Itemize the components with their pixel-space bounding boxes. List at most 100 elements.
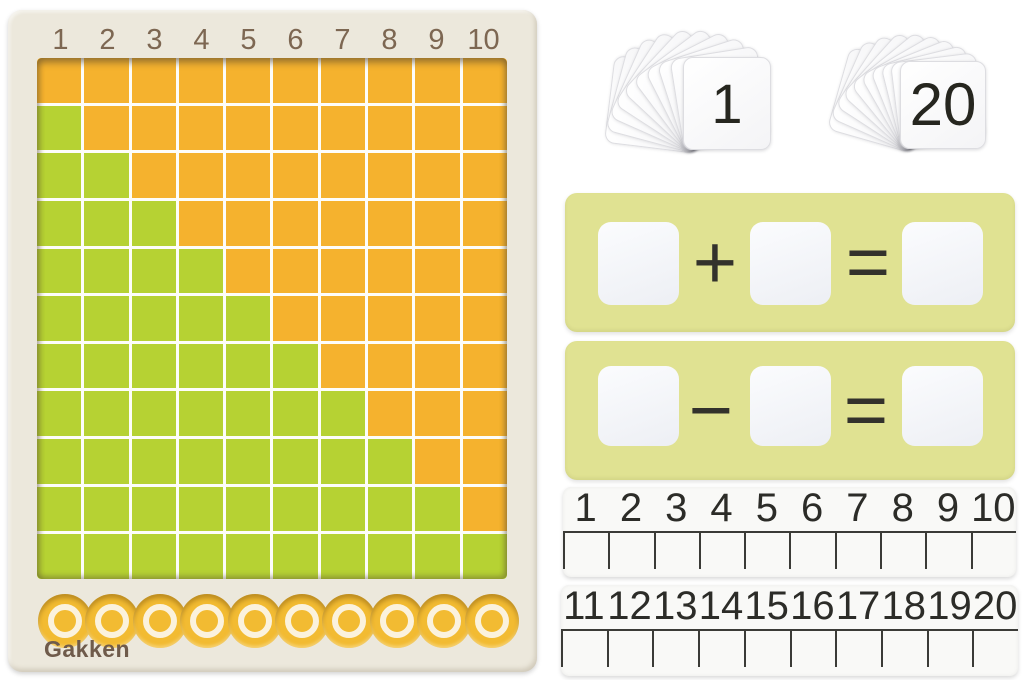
- orange-tile: [320, 200, 366, 246]
- green-tile: [226, 391, 271, 437]
- orange-tile: [462, 200, 507, 246]
- orange-tile: [368, 343, 413, 389]
- orange-tile: [84, 58, 129, 103]
- orange-tile: [226, 153, 271, 198]
- green-tile: [178, 391, 224, 437]
- tally-cell: [701, 533, 747, 569]
- number-card-fan-1: 1: [603, 26, 771, 155]
- orange-tile: [320, 296, 366, 341]
- strip-number: 9: [936, 487, 960, 530]
- green-tile: [273, 534, 318, 579]
- number-card-front: 20: [900, 61, 986, 149]
- bead-ring: [427, 604, 462, 638]
- strip-number: 2: [619, 487, 643, 530]
- green-tile: [273, 391, 318, 437]
- green-tile: [320, 486, 366, 532]
- green-tile: [178, 248, 224, 294]
- strip-number: 3: [665, 487, 688, 530]
- orange-tile: [368, 248, 413, 294]
- green-tile: [37, 153, 82, 198]
- green-tile: [273, 486, 318, 532]
- strip-number: 8: [891, 487, 914, 530]
- bead-ring: [474, 604, 509, 638]
- tally-cell-row: [563, 531, 1016, 571]
- orange-tile: [226, 200, 271, 246]
- green-tile: [84, 439, 129, 484]
- addition-equation-strip: + =: [565, 193, 1015, 332]
- strip-number: 10: [971, 487, 1016, 530]
- tally-cell: [654, 631, 701, 667]
- orange-tile: [273, 105, 318, 151]
- bead-ring: [48, 604, 82, 638]
- green-tile: [226, 343, 271, 389]
- green-tile: [84, 486, 129, 532]
- orange-tile: [368, 105, 413, 151]
- orange-tile: [415, 153, 460, 198]
- bead-ring: [285, 604, 319, 638]
- bead-circle: [417, 594, 472, 648]
- green-tile: [37, 105, 82, 151]
- green-tile: [368, 534, 413, 579]
- tally-cell: [927, 533, 973, 569]
- orange-tile: [320, 153, 366, 198]
- number-card-fan-20: 20: [826, 30, 987, 154]
- orange-tile: [415, 343, 460, 389]
- strip-number: 4: [710, 487, 733, 530]
- strip-number: 20: [972, 585, 1018, 628]
- orange-tile: [273, 248, 318, 294]
- bead-ring: [190, 604, 225, 638]
- board-column-number: 6: [287, 24, 304, 56]
- tally-cell: [974, 631, 1018, 667]
- orange-tile: [415, 391, 460, 437]
- strip-number: 17: [835, 585, 881, 628]
- green-tile: [368, 486, 413, 532]
- orange-tile: [320, 343, 366, 389]
- strip-number: 5: [755, 487, 778, 530]
- orange-tile: [178, 105, 224, 151]
- orange-tile: [131, 58, 176, 103]
- bead-circle: [322, 594, 377, 648]
- tally-cell: [883, 631, 929, 667]
- strip-number: 11: [563, 585, 605, 628]
- board-column-number: 9: [428, 24, 445, 56]
- green-tile: [84, 534, 129, 579]
- bead-circle: [132, 594, 187, 648]
- orange-tile: [226, 105, 271, 151]
- orange-tile: [462, 58, 507, 103]
- orange-tile: [131, 153, 176, 198]
- green-tile: [415, 534, 460, 579]
- tally-cell: [609, 631, 655, 667]
- tally-cell: [700, 631, 746, 667]
- green-tile: [226, 296, 271, 341]
- strip-number-row: 11 12 13 14 15 16 17 18 19 20: [561, 585, 1018, 629]
- tile-grid: [37, 58, 507, 579]
- orange-tile: [415, 248, 460, 294]
- orange-tile: [320, 248, 366, 294]
- orange-tile: [368, 153, 413, 198]
- orange-tile: [462, 439, 507, 484]
- orange-tile: [178, 58, 224, 103]
- orange-tile: [273, 153, 318, 198]
- green-tile: [131, 343, 176, 389]
- strip-number: 1: [574, 487, 597, 530]
- strip-number-row: 1 2 3 4 5 6 7 8 9 10: [563, 487, 1016, 531]
- board-column-number: 1: [52, 24, 69, 56]
- green-tile: [462, 534, 507, 579]
- orange-tile: [368, 200, 413, 246]
- number-strip-11-20: 11 12 13 14 15 16 17 18 19 20: [561, 585, 1018, 676]
- bead-tray: [38, 592, 519, 650]
- operator-symbol: +: [692, 220, 738, 305]
- orange-tile: [320, 58, 366, 103]
- orange-tile: [462, 343, 507, 389]
- bead-circle: [369, 594, 424, 648]
- green-tile: [368, 439, 413, 484]
- bead-ring: [142, 604, 177, 638]
- green-tile: [131, 248, 176, 294]
- orange-tile: [462, 153, 507, 198]
- gakken-logo: Gakken: [44, 636, 131, 662]
- bead-ring: [95, 604, 130, 638]
- board-column-number: 8: [381, 24, 398, 56]
- orange-tile: [415, 58, 460, 103]
- green-tile: [37, 486, 82, 532]
